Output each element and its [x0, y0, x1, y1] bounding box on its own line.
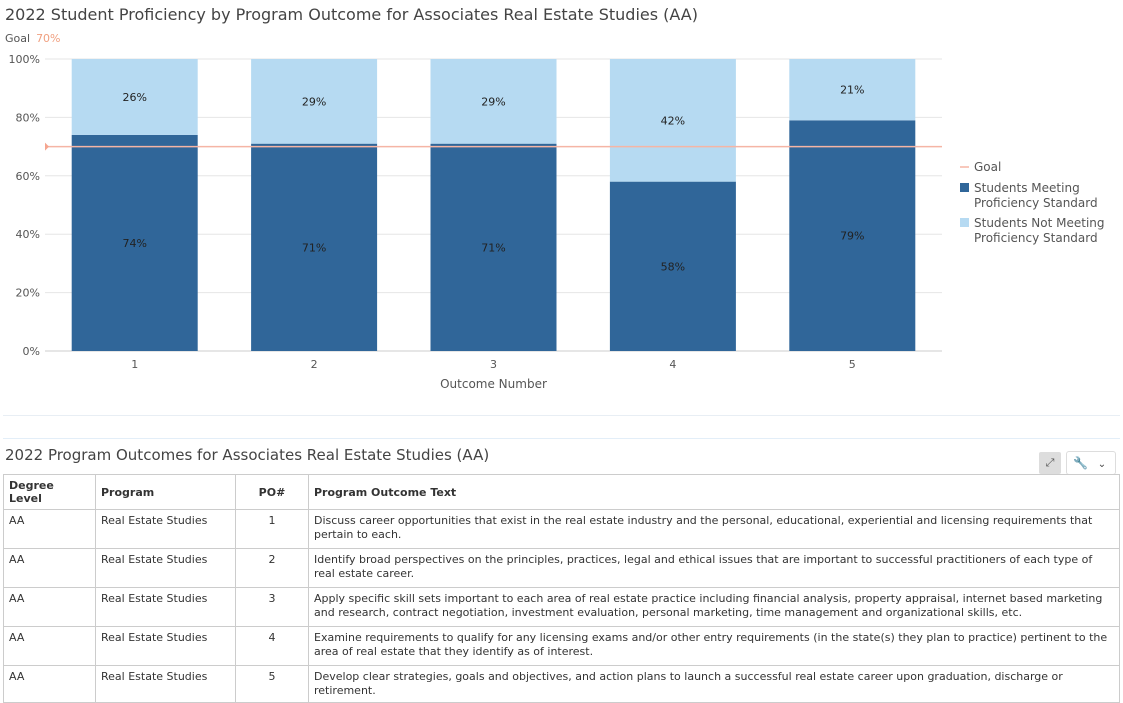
cell-outcome-text: Apply specific skill sets important to e…: [308, 587, 1120, 627]
header-outcome-text[interactable]: Program Outcome Text: [308, 474, 1120, 510]
cell-po-number: 1: [235, 509, 309, 549]
cell-outcome-text: Identify broad perspectives on the princ…: [308, 548, 1120, 588]
bar-segment: [609, 59, 736, 182]
legend-label: Proficiency Standard: [974, 231, 1098, 245]
table-row: AA Real Estate Studies 5 Develop clear stra…: [3, 665, 1120, 703]
x-axis-label: Outcome Number: [440, 377, 547, 391]
data-label: 74%: [122, 237, 146, 250]
data-label: 26%: [122, 91, 146, 104]
bar-segment: [430, 143, 557, 351]
y-tick-label: 20%: [16, 287, 40, 300]
bar-segment: [251, 143, 378, 351]
bar-segment: [71, 134, 198, 351]
cell-program: Real Estate Studies: [95, 509, 236, 549]
chart-title: 2022 Student Proficiency by Program Outc…: [5, 5, 698, 24]
cell-po-number: 2: [235, 548, 309, 588]
x-tick-label: 2: [311, 358, 318, 371]
legend-swatch: [960, 183, 969, 192]
x-tick-label: 4: [669, 358, 676, 371]
goal-value: 70%: [36, 32, 61, 45]
y-tick-label: 80%: [16, 111, 40, 124]
x-tick-label: 5: [849, 358, 856, 371]
data-label: 79%: [840, 230, 864, 243]
data-label: 21%: [840, 84, 864, 97]
header-degree-level[interactable]: Degree Level: [3, 474, 96, 510]
table-row: AA Real Estate Studies 4 Examine requiremen…: [3, 626, 1120, 666]
y-tick-label: 40%: [16, 228, 40, 241]
goal-marker: [45, 142, 49, 151]
y-tick-label: 100%: [9, 53, 40, 66]
data-label: 42%: [661, 114, 685, 127]
cell-program: Real Estate Studies: [95, 548, 236, 588]
header-program[interactable]: Program: [95, 474, 236, 510]
legend-swatch: [960, 218, 969, 227]
stacked-bar-chart: 0% 20% 40% 60% 80% 100% 74% 26% 1 71% 29% 2 71% 29% 3 5…: [9, 53, 1105, 391]
table-row: AA Real Estate Studies 1 Discuss career opp…: [3, 509, 1120, 549]
table-row: AA Real Estate Studies 3 Apply specific ski…: [3, 587, 1120, 627]
table-row: AA Real Estate Studies 2 Identify broad per…: [3, 548, 1120, 588]
goal-indicator: Goal 70%: [5, 32, 61, 45]
bar-segment: [789, 120, 916, 351]
y-tick-label: 0%: [23, 345, 40, 358]
cell-program: Real Estate Studies: [95, 587, 236, 627]
x-tick-label: 1: [131, 358, 138, 371]
cell-degree-level: AA: [3, 548, 96, 588]
bar-segment: [71, 59, 198, 135]
bar-segment: [609, 181, 736, 351]
cell-po-number: 3: [235, 587, 309, 627]
data-label: 29%: [481, 95, 505, 108]
table-title: 2022 Program Outcomes for Associates Rea…: [5, 446, 490, 464]
expand-button[interactable]: ⤢: [1039, 452, 1061, 474]
legend-label: Students Meeting: [974, 181, 1080, 195]
cell-degree-level: AA: [3, 665, 96, 703]
data-label: 71%: [302, 241, 326, 254]
y-tick-label: 60%: [16, 170, 40, 183]
divider: [3, 415, 1120, 416]
goal-label: Goal: [5, 32, 31, 45]
cell-degree-level: AA: [3, 509, 96, 549]
tools-menu-button[interactable]: 🔧 ⌄: [1066, 451, 1116, 475]
cell-program: Real Estate Studies: [95, 665, 236, 703]
cell-outcome-text: Examine requirements to qualify for any …: [308, 626, 1120, 666]
cell-degree-level: AA: [3, 626, 96, 666]
bar-segment: [430, 59, 557, 144]
x-tick-label: 3: [490, 358, 497, 371]
cell-degree-level: AA: [3, 587, 96, 627]
program-outcomes-table: Degree Level Program PO# Program Outcome…: [3, 474, 1120, 703]
cell-outcome-text: Discuss career opportunities that exist …: [308, 509, 1120, 549]
header-po-number[interactable]: PO#: [235, 474, 309, 510]
cell-outcome-text: Develop clear strategies, goals and obje…: [308, 665, 1120, 703]
table-header-row: Degree Level Program PO# Program Outcome…: [3, 474, 1120, 510]
data-label: 71%: [481, 241, 505, 254]
divider: [3, 438, 1120, 439]
expand-icon: ⤢: [1045, 456, 1055, 469]
cell-po-number: 4: [235, 626, 309, 666]
legend-goal-label: Goal: [974, 160, 1001, 174]
chevron-down-icon: ⌄: [1097, 459, 1107, 470]
bar-segment: [251, 59, 378, 144]
wrench-icon: 🔧: [1073, 456, 1088, 470]
data-label: 29%: [302, 95, 326, 108]
cell-po-number: 5: [235, 665, 309, 703]
data-label: 58%: [661, 260, 685, 273]
legend-label: Students Not Meeting: [974, 216, 1105, 230]
legend-label: Proficiency Standard: [974, 196, 1098, 210]
cell-program: Real Estate Studies: [95, 626, 236, 666]
bar-segment: [789, 59, 916, 121]
